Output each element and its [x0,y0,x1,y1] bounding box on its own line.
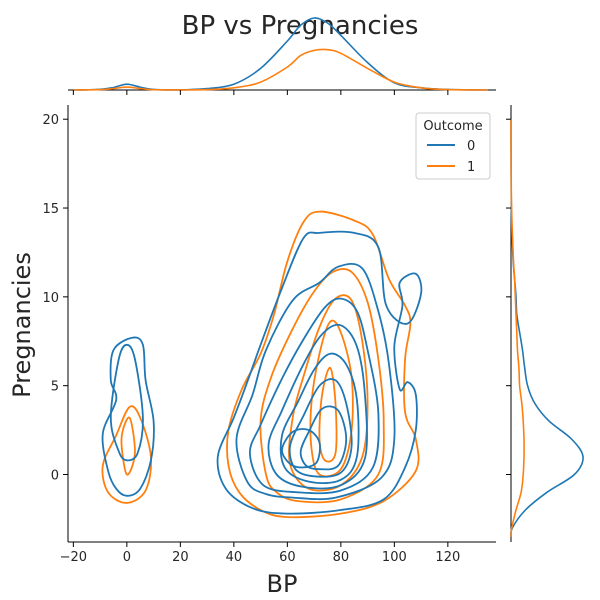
contour-1-5 [309,319,354,478]
x-tick-label-100: 100 [382,550,407,565]
top-marginal-plot [68,17,496,95]
contour-1-6 [318,366,338,463]
right-marginal-0 [510,119,584,537]
y-tick-label-10: 10 [42,291,59,306]
top-marginal-1 [73,48,489,91]
x-axis-label: BP [267,570,298,598]
y-axis-ticks: 0 5 10 15 20 [42,113,68,483]
contour-1-1 [120,416,136,476]
legend: Outcome 0 1 [415,112,491,180]
contour-1-2 [226,210,420,519]
right-marginal-plot [506,105,584,542]
contour-1-0 [101,405,152,504]
right-marginal-curves [510,119,584,537]
contour-0-2 [216,230,423,515]
right-marginal-1 [510,119,525,537]
x-axis-ticks: −20 0 20 40 60 80 100 120 [60,542,460,565]
top-marginal-ticks [72,90,449,95]
kde-contours [101,210,423,519]
contour-0-5 [267,323,368,490]
contour-0-9 [281,428,321,469]
y-tick-label-5: 5 [51,380,59,395]
contour-0-6 [279,352,360,484]
contour-0-4 [248,297,380,495]
contour-0-3 [235,262,396,501]
x-tick-label-20: 20 [172,550,189,565]
x-tick-label-0: 0 [123,550,131,565]
contour-1-3 [259,267,385,504]
x-tick-label-80: 80 [333,550,350,565]
legend-label-0: 0 [467,139,475,154]
contour-0-7 [288,378,353,478]
top-marginal-curves [73,17,489,91]
x-tick-label-60: 60 [279,550,296,565]
y-tick-label-20: 20 [42,113,59,128]
right-marginal-ticks [506,118,511,475]
legend-label-1: 1 [467,160,475,175]
series-0-contours [101,230,423,515]
series-1-contours [101,210,420,519]
x-tick-label-120: 120 [435,550,460,565]
y-tick-label-0: 0 [51,468,59,483]
contour-0-1 [109,343,144,462]
y-axis-label: Pregnancies [8,252,36,398]
contour-0-0 [101,336,155,497]
contour-0-8 [299,405,348,471]
y-tick-label-15: 15 [42,202,59,217]
x-tick-label-40: 40 [226,550,243,565]
contour-1-4 [288,294,369,492]
legend-title: Outcome [423,119,482,134]
x-tick-label--20: −20 [60,550,87,565]
